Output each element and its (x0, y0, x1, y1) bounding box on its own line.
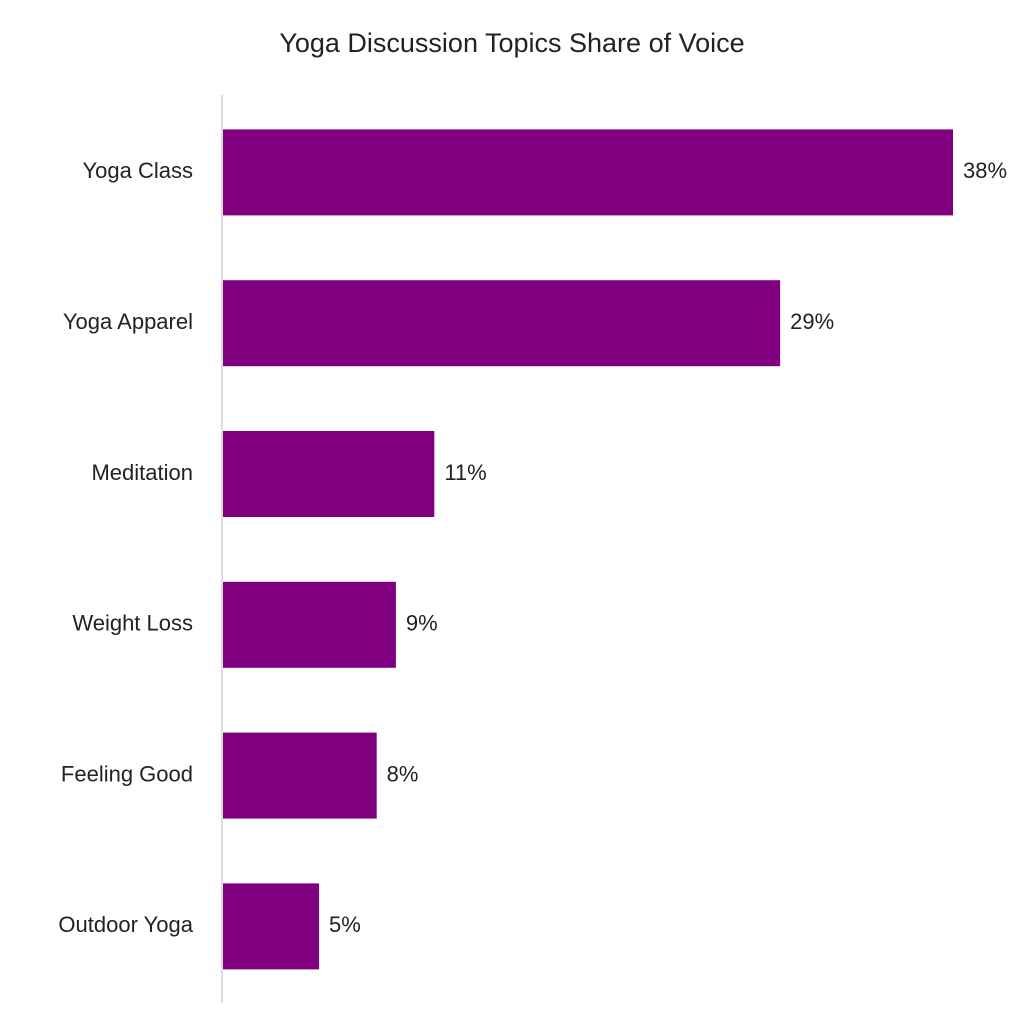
category-label: Weight Loss (72, 611, 193, 636)
bar (223, 129, 953, 216)
category-label: Yoga Apparel (63, 309, 193, 334)
data-label: 9% (406, 611, 438, 636)
bar (223, 280, 781, 367)
data-label: 5% (329, 912, 361, 937)
chart-title: Yoga Discussion Topics Share of Voice (279, 28, 744, 58)
data-label: 38% (963, 158, 1007, 183)
category-label: Yoga Class (83, 158, 193, 183)
bar (223, 883, 320, 970)
bar (223, 431, 435, 517)
category-label: Outdoor Yoga (58, 912, 193, 937)
data-label: 8% (387, 761, 419, 786)
bar (223, 732, 377, 819)
data-label: 11% (444, 460, 486, 485)
category-label: Feeling Good (61, 761, 193, 786)
data-label: 29% (790, 309, 834, 334)
category-label: Meditation (91, 460, 193, 485)
bar (223, 581, 396, 668)
